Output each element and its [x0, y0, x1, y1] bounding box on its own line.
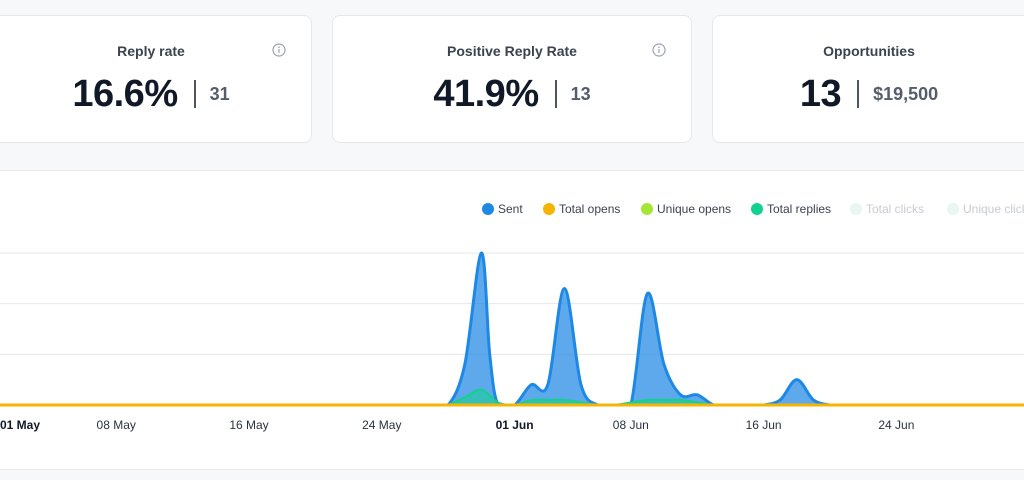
info-icon[interactable]	[272, 43, 286, 57]
opportunities-metric: 13 $19,500	[713, 69, 1024, 119]
series-area-total-replies	[448, 389, 714, 405]
positive-reply-rate-title: Positive Reply Rate	[447, 43, 577, 59]
x-axis-tick-label: 08 May	[97, 418, 136, 432]
reply-rate-card: Reply rate 16.6% 31	[0, 15, 312, 143]
opportunities-card: Opportunities 13 $19,500	[712, 15, 1024, 143]
legend-item-total-replies[interactable]: Total replies	[767, 202, 831, 216]
x-axis-tick-label: 24 Jun	[878, 418, 914, 432]
metric-divider	[554, 80, 557, 108]
metric-divider	[857, 80, 860, 108]
reply-rate-title: Reply rate	[117, 43, 185, 59]
info-icon[interactable]	[652, 43, 666, 57]
legend-item-unique-opens[interactable]: Unique opens	[657, 202, 731, 216]
legend-marker-total-replies[interactable]	[751, 203, 763, 215]
opportunities-value: 13	[799, 72, 842, 115]
positive-reply-rate-metric: 41.9% 13	[333, 69, 691, 119]
legend-item-total-clicks[interactable]: Total clicks	[866, 202, 924, 216]
series-line-total-replies	[447, 388, 714, 406]
legend-marker-sent[interactable]	[482, 203, 494, 215]
x-axis-tick-label: 16 Jun	[746, 418, 782, 432]
reply-rate-count: 31	[209, 83, 230, 104]
legend-item-sent[interactable]: Sent	[498, 202, 523, 216]
x-axis-tick-label: 24 May	[362, 418, 401, 432]
reply-rate-value: 16.6%	[72, 72, 178, 115]
positive-reply-rate-value: 41.9%	[433, 72, 539, 115]
opportunities-amount: $19,500	[873, 83, 939, 104]
legend-item-unique-clicks[interactable]: Unique clicks	[963, 202, 1024, 216]
x-axis-tick-label: 16 May	[229, 418, 268, 432]
reply-rate-metric: 16.6% 31	[0, 69, 311, 119]
legend-marker-total-clicks[interactable]	[850, 203, 862, 215]
legend-marker-unique-opens[interactable]	[641, 203, 653, 215]
legend-marker-unique-clicks[interactable]	[947, 203, 959, 215]
positive-reply-rate-count: 13	[570, 83, 591, 104]
x-axis-tick-label: 01 May	[0, 418, 40, 432]
positive-reply-rate-card: Positive Reply Rate 41.9% 13	[332, 15, 692, 143]
opportunities-title: Opportunities	[823, 43, 915, 59]
legend-item-total-opens[interactable]: Total opens	[559, 202, 620, 216]
legend-marker-total-opens[interactable]	[543, 203, 555, 215]
metric-divider	[193, 80, 196, 108]
x-axis-tick-label: 01 Jun	[496, 418, 534, 432]
x-axis-tick-label: 08 Jun	[613, 418, 649, 432]
